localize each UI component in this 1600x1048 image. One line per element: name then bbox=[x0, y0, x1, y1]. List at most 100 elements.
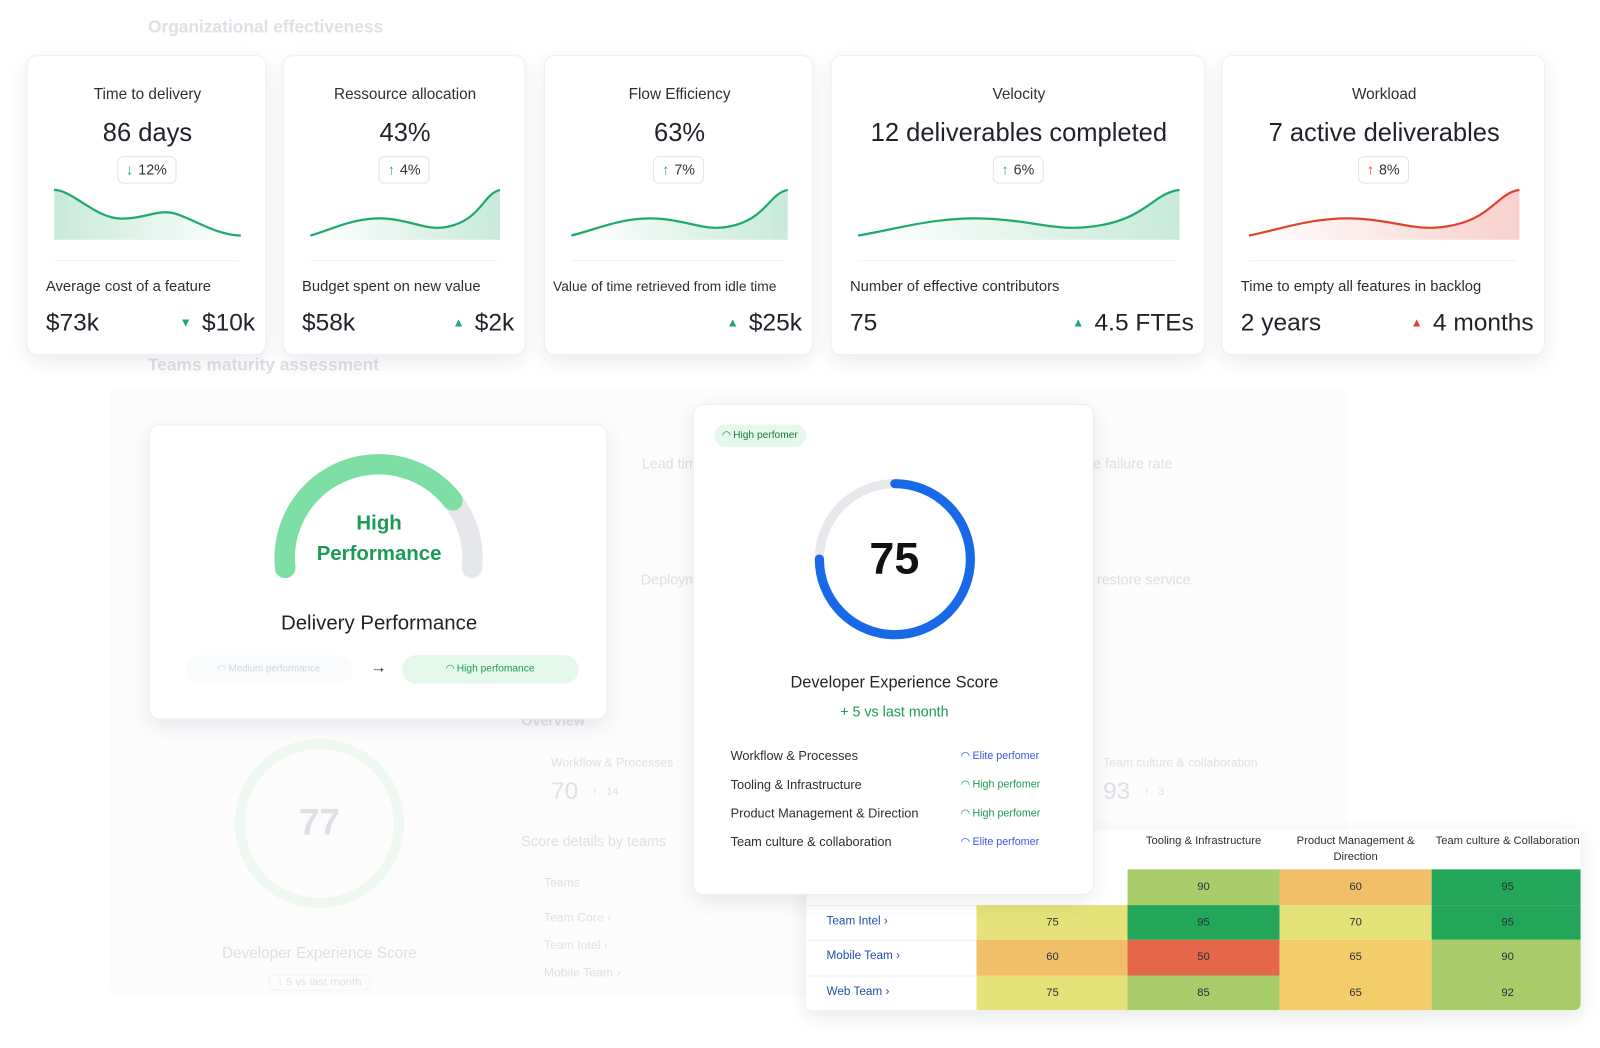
sparkline bbox=[571, 187, 787, 240]
footer-label: Budget spent on new value bbox=[302, 278, 481, 295]
row-label: Team culture & collaboration bbox=[730, 834, 892, 849]
change-arrow: ↑ bbox=[1001, 161, 1009, 178]
sparkline-line bbox=[571, 190, 787, 236]
team-name: Team Core bbox=[543, 910, 604, 925]
sparkline-line bbox=[54, 190, 241, 236]
team-link: Web Team › bbox=[827, 985, 890, 997]
gauge-label: Performance bbox=[316, 542, 442, 566]
dx-card: ◠ High perfomer 75 Developer Experience Sc… bbox=[692, 404, 1094, 895]
chevron: › bbox=[600, 937, 608, 953]
score-ring bbox=[814, 479, 975, 640]
chevron: › bbox=[613, 965, 621, 980]
chevron: › bbox=[880, 914, 888, 928]
heat-cell: 75 bbox=[976, 904, 1129, 940]
footer-label: Average cost of a feature bbox=[45, 278, 211, 295]
card-value: 7 active deliverables bbox=[1268, 118, 1500, 147]
sparkline bbox=[54, 187, 241, 240]
delta-triangle: ▲ bbox=[1072, 315, 1085, 330]
row-label: Workflow & Processes bbox=[730, 748, 858, 764]
metric-card: Ressource allocation 43% ↑ 4% Budget spent o… bbox=[282, 55, 526, 356]
footer-delta: ▲ 4.5 FTEs bbox=[1072, 309, 1194, 338]
column-header: Team culture & Collaboration bbox=[1435, 834, 1580, 847]
column-header: Tooling & Infrastructure bbox=[1145, 834, 1262, 847]
heat-cell: 92 bbox=[1431, 974, 1581, 1011]
status-badge: ◠ High perfomer bbox=[714, 424, 806, 447]
delta-value: $25k bbox=[748, 309, 803, 337]
badge-text: High perfomer bbox=[733, 429, 798, 441]
score-details-title: Score details by teams bbox=[521, 832, 666, 849]
sparkline bbox=[1249, 187, 1519, 240]
footer-delta: ▼ $10k bbox=[180, 309, 255, 338]
heat-cell: 90 bbox=[1127, 869, 1280, 905]
badge-text: High perfomer bbox=[972, 807, 1041, 820]
heat-cell: 60 bbox=[976, 939, 1129, 975]
footer-delta: ▲ $25k bbox=[727, 309, 802, 338]
delta-triangle: ▼ bbox=[179, 315, 192, 330]
change-text: 5 vs last month bbox=[285, 976, 362, 989]
pill-text: Medium performance bbox=[228, 663, 321, 675]
footer-value: $58k bbox=[302, 309, 356, 337]
delta-triangle: ▲ bbox=[452, 315, 465, 330]
heat-cell: 95 bbox=[1431, 904, 1581, 940]
row-divider bbox=[806, 939, 977, 941]
chevron: › bbox=[882, 985, 890, 998]
card-title: Ressource allocation bbox=[334, 85, 477, 104]
card-value: 43% bbox=[379, 118, 431, 147]
delta-value: $10k bbox=[201, 309, 256, 337]
chevron: › bbox=[603, 910, 612, 925]
row-label: Product Management & Direction bbox=[730, 806, 919, 821]
sparkline-area bbox=[571, 189, 788, 240]
row-badge: ◠ High perfomer bbox=[961, 779, 1040, 791]
gauge-label: High bbox=[356, 512, 402, 535]
badge-icon: ◠ bbox=[961, 749, 973, 763]
sparkline-area bbox=[858, 189, 1180, 240]
sparkline bbox=[858, 187, 1179, 240]
delta-value: 4 months bbox=[1432, 309, 1534, 337]
delta-triangle: ▲ bbox=[726, 315, 739, 330]
overview-label: Team culture & collaboration bbox=[1103, 755, 1258, 770]
badge-text: Elite perfomer bbox=[972, 835, 1040, 848]
heat-cell: 90 bbox=[1431, 939, 1581, 975]
background-score: 77 bbox=[298, 801, 340, 843]
row-divider bbox=[806, 974, 977, 977]
card-title: Delivery Performance bbox=[280, 612, 478, 635]
footer-delta: ▲ 4 months bbox=[1411, 309, 1534, 338]
row-badge: ◠ Elite perfomer bbox=[961, 750, 1039, 762]
overview-value: 70 bbox=[551, 777, 579, 806]
heat-cell: 65 bbox=[1279, 939, 1432, 975]
gauge-ring bbox=[234, 738, 405, 909]
row-badge: ◠ Elite perfomer bbox=[961, 836, 1039, 848]
footer-value: $73k bbox=[45, 309, 100, 337]
background-score-change: ↑ 5 vs last month bbox=[268, 974, 371, 991]
arrow: ↑ bbox=[277, 976, 286, 989]
card-title: Velocity bbox=[992, 85, 1046, 104]
sparkline-area bbox=[54, 189, 241, 240]
change-value: 8% bbox=[1378, 161, 1400, 178]
change-value: 7% bbox=[674, 161, 696, 178]
row-divider bbox=[806, 904, 977, 906]
team-link: Team Intel › bbox=[827, 915, 888, 927]
section-title: Teams maturity assessment bbox=[147, 355, 380, 375]
score-change: + 5 vs last month bbox=[840, 703, 949, 720]
overview-change: 14 bbox=[606, 785, 619, 798]
metric-title: Lead time bbox=[641, 455, 705, 472]
score-details-header: Teams bbox=[543, 875, 580, 890]
team-name: Mobile Team bbox=[826, 949, 893, 963]
status-pill: ◠ High perfomance bbox=[402, 655, 579, 684]
delivery-card: High Performance Delivery Performance ◠ Med… bbox=[148, 424, 608, 720]
sparkline bbox=[310, 187, 500, 240]
team-name: Mobile Team bbox=[543, 965, 614, 980]
team-link: Mobile Team › bbox=[544, 965, 621, 979]
change-arrow: ↑ bbox=[387, 161, 395, 178]
card-title: Time to delivery bbox=[93, 85, 202, 104]
change-value: 12% bbox=[138, 161, 167, 178]
heat-cell: 85 bbox=[1127, 974, 1280, 1011]
heat-cell: 60 bbox=[1279, 869, 1432, 905]
row-label: Tooling & Infrastructure bbox=[730, 777, 862, 792]
card-value: 86 days bbox=[102, 118, 193, 147]
change-value: 6% bbox=[1013, 161, 1035, 178]
pill-icon: ◠ bbox=[446, 663, 457, 675]
sparkline-line bbox=[858, 190, 1179, 236]
heat-cell: 50 bbox=[1127, 939, 1280, 975]
metric-card: Time to delivery 86 days ↓ 12% Average cost … bbox=[26, 55, 267, 356]
